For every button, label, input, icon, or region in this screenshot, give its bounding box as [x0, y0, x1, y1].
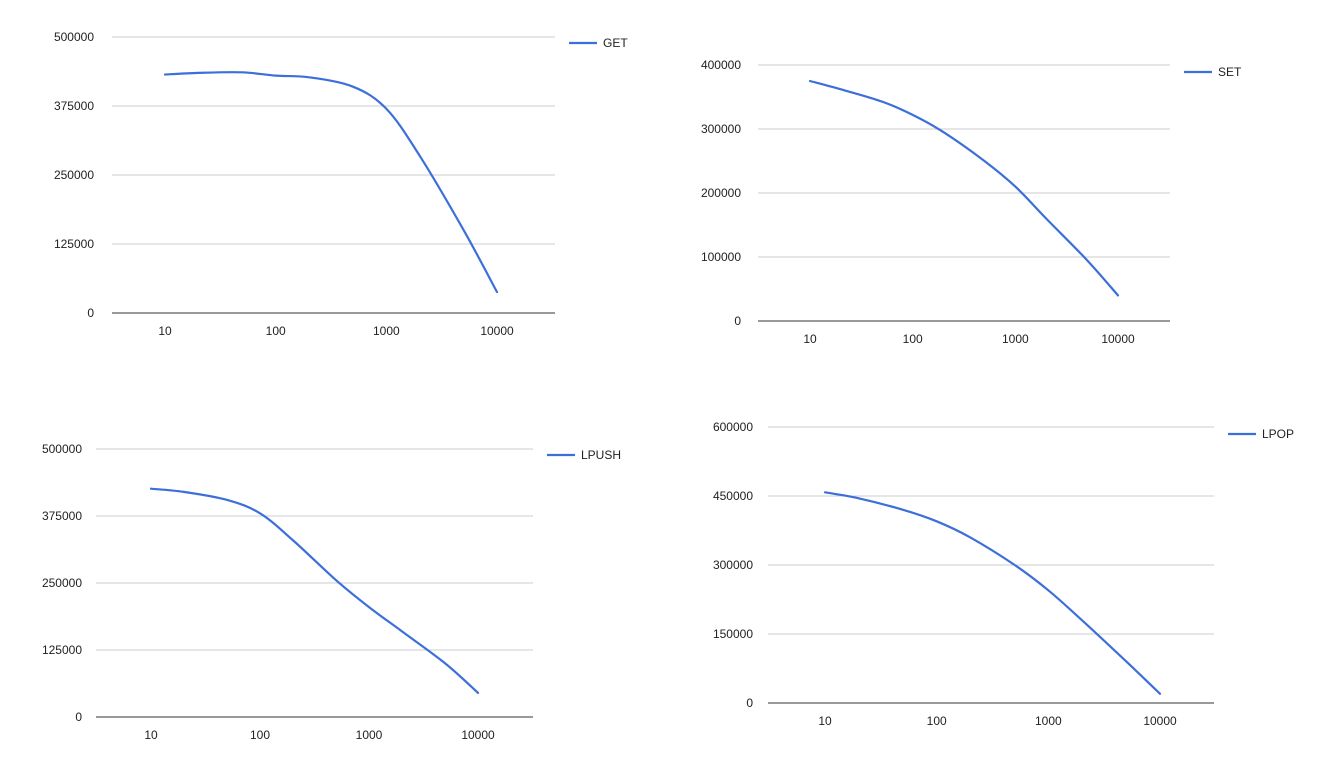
chart-lpop: 0 150000 300000 450000 600000 10 100 1000 10000 L…	[713, 420, 1294, 728]
y-tick-label: 100000	[701, 250, 741, 264]
series-line-lpush	[149, 487, 480, 694]
y-tick-label: 300000	[713, 558, 753, 572]
legend-label: SET	[1218, 65, 1242, 79]
y-tick-label: 375000	[54, 99, 94, 113]
x-tick-label: 100	[250, 728, 270, 742]
chart-panel-get: 0 125000 250000 375000 500000 10 100 1000 10000 G…	[0, 0, 660, 370]
y-tick-label: 125000	[42, 643, 82, 657]
x-tick-label: 100	[266, 324, 286, 338]
y-tick-label: 450000	[713, 489, 753, 503]
x-tick-label: 10	[803, 332, 817, 346]
x-tick-label: 1000	[1002, 332, 1029, 346]
series-line-get	[163, 71, 499, 294]
y-tick-label: 500000	[42, 442, 82, 456]
chart-lpush: 0 125000 250000 375000 500000 10 100 1000 10000 L…	[42, 442, 621, 742]
x-tick-label: 100	[903, 332, 923, 346]
x-tick-label: 10000	[461, 728, 495, 742]
y-tick-label: 0	[734, 314, 741, 328]
legend-label: LPOP	[1262, 427, 1294, 441]
y-tick-label: 125000	[54, 237, 94, 251]
y-tick-label: 300000	[701, 122, 741, 136]
y-tick-label: 0	[75, 710, 82, 724]
y-tick-label: 400000	[701, 58, 741, 72]
y-tick-label: 0	[87, 306, 94, 320]
x-tick-label: 10000	[480, 324, 514, 338]
chart-panel-lpop: 0 150000 300000 450000 600000 10 100 1000 10000 L…	[660, 390, 1318, 754]
x-tick-label: 10	[158, 324, 172, 338]
y-tick-label: 250000	[42, 576, 82, 590]
y-tick-label: 500000	[54, 30, 94, 44]
x-tick-label: 1000	[373, 324, 400, 338]
x-tick-label: 10	[818, 714, 832, 728]
x-tick-label: 10	[144, 728, 158, 742]
legend-label: GET	[603, 36, 628, 50]
x-tick-label: 1000	[1035, 714, 1062, 728]
chart-get: 0 125000 250000 375000 500000 10 100 1000 10000 G…	[54, 30, 628, 338]
y-tick-label: 600000	[713, 420, 753, 434]
chart-set: 0 100000 200000 300000 400000 10 100 1000 10000 S…	[701, 58, 1242, 346]
y-tick-label: 200000	[701, 186, 741, 200]
series-line-set	[808, 79, 1120, 297]
series-line-lpop	[823, 491, 1162, 695]
y-tick-label: 0	[746, 696, 753, 710]
x-tick-label: 10000	[1101, 332, 1135, 346]
x-tick-label: 100	[927, 714, 947, 728]
x-tick-label: 1000	[356, 728, 383, 742]
chart-panel-set: 0 100000 200000 300000 400000 10 100 1000 10000 S…	[660, 0, 1318, 370]
y-tick-label: 150000	[713, 627, 753, 641]
y-tick-label: 375000	[42, 509, 82, 523]
y-tick-label: 250000	[54, 168, 94, 182]
legend-label: LPUSH	[581, 448, 621, 462]
chart-panel-lpush: 0 125000 250000 375000 500000 10 100 1000 10000 L…	[0, 390, 660, 754]
x-tick-label: 10000	[1143, 714, 1177, 728]
